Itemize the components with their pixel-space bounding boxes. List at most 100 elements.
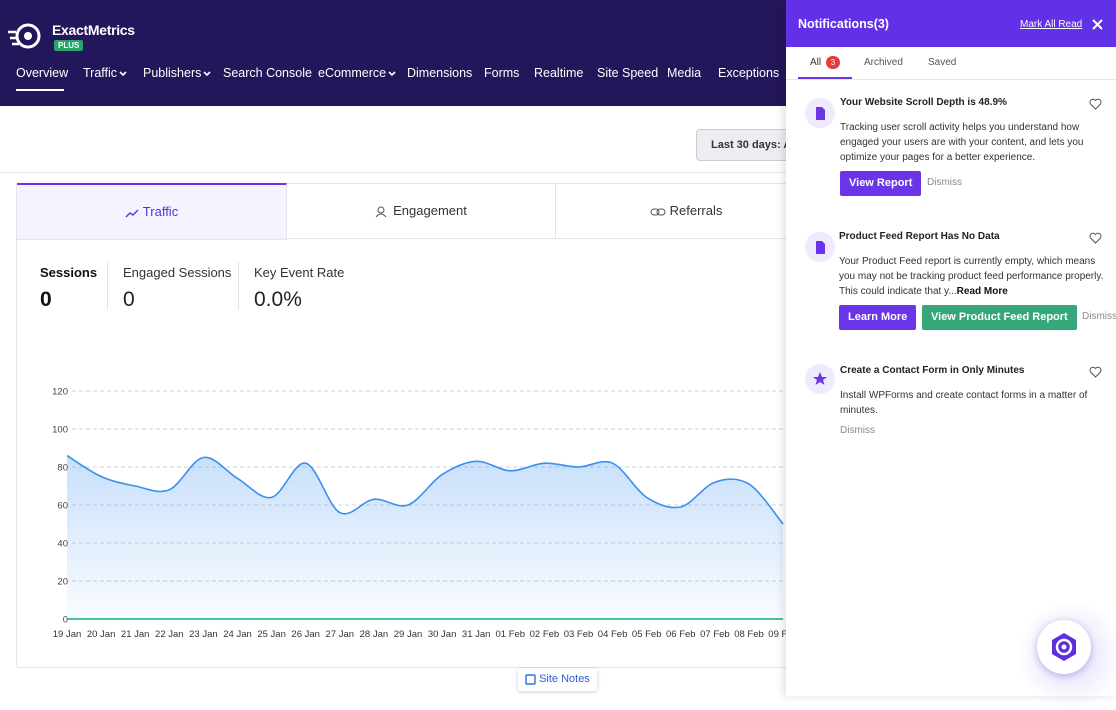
- tab-label: Referrals: [669, 203, 723, 218]
- doc-icon: [816, 107, 825, 120]
- dismiss[interactable]: Dismiss: [840, 425, 875, 436]
- read-more[interactable]: Read More: [956, 286, 1008, 297]
- star-icon: [813, 372, 827, 385]
- x-tick-label: 21 Jan: [121, 629, 150, 640]
- x-tick-label: 07 Feb: [700, 629, 730, 640]
- close-button[interactable]: [1092, 19, 1103, 30]
- tab[interactable]: Engagement: [287, 184, 556, 239]
- x-tick-label: 01 Feb: [496, 629, 526, 640]
- favorite[interactable]: [1089, 98, 1102, 110]
- dismiss[interactable]: Dismiss: [1082, 311, 1116, 322]
- chevron: [388, 71, 396, 76]
- brand: ExactMetrics: [52, 22, 135, 38]
- x-tick-label: 22 Jan: [155, 629, 184, 640]
- x-tick-label: 29 Jan: [394, 629, 423, 640]
- x-tick-label: 03 Feb: [564, 629, 594, 640]
- x-tick-label: 24 Jan: [223, 629, 252, 640]
- notification-title: Product Feed Report Has No Data: [839, 231, 1000, 242]
- y-tick-label: 40: [57, 539, 68, 550]
- dismiss[interactable]: Dismiss: [927, 177, 962, 188]
- count-badge: 3: [826, 56, 840, 69]
- notification-icon: [805, 232, 835, 262]
- button-label: Site Notes: [539, 673, 590, 685]
- x-tick-label: 04 Feb: [598, 629, 628, 640]
- nav-item[interactable]: Traffic: [83, 66, 127, 80]
- notification-body: Install WPForms and create contact forms…: [840, 390, 1088, 416]
- tab-label: Engagement: [393, 203, 467, 218]
- notification-body: Tracking user scroll activity helps you …: [840, 122, 1084, 163]
- notes-icon: [525, 673, 536, 685]
- tab-icon: [650, 208, 666, 216]
- nav-item[interactable]: eCommerce: [318, 66, 396, 80]
- view-feed-button[interactable]: View Product Feed Report: [922, 305, 1077, 330]
- notification-title: Your Website Scroll Depth is 48.9%: [840, 97, 1007, 108]
- logo-icon: [8, 23, 41, 49]
- metric-value: 0: [123, 288, 135, 311]
- favorite[interactable]: [1089, 366, 1102, 378]
- panel-tab[interactable]: Archived: [864, 57, 903, 68]
- nav-item[interactable]: Publishers: [143, 66, 211, 80]
- notification-title: Create a Contact Form in Only Minutes: [840, 365, 1025, 376]
- nav-label: Media: [667, 66, 702, 80]
- chart: 0 20 40 60 80 100 120 19 Jan 20 Jan 21 Jan 22 Jan 2…: [52, 387, 786, 640]
- tab-label: Traffic: [142, 204, 179, 219]
- tab-active[interactable]: Traffic: [17, 183, 287, 240]
- nav-item[interactable]: Forms: [484, 66, 519, 80]
- mark-all-read[interactable]: Mark All Read: [1020, 19, 1083, 30]
- nav-item[interactable]: Realtime: [534, 66, 583, 80]
- x-tick-label: 06 Feb: [666, 629, 696, 640]
- nav-label: Exceptions: [718, 66, 780, 80]
- learn-more-button[interactable]: Learn More: [839, 305, 917, 330]
- x-tick-label: 08 Feb: [734, 629, 764, 640]
- x-tick-label: 31 Jan: [462, 629, 491, 640]
- nav-item[interactable]: Exceptions: [718, 66, 779, 80]
- y-tick-label: 0: [63, 615, 68, 626]
- nav-label: Overview: [16, 66, 69, 80]
- view-report-button[interactable]: View Report: [840, 171, 922, 196]
- nav-item[interactable]: Site Speed: [597, 66, 658, 80]
- panel-title: Notifications(3): [798, 17, 889, 31]
- assistant-icon: [1052, 633, 1076, 661]
- notification-body: Your Product Feed report is currently em…: [839, 256, 1104, 297]
- tab-icon: [125, 209, 139, 218]
- nav-label: Traffic: [83, 66, 118, 80]
- site-notes-button[interactable]: Site Notes: [518, 668, 597, 691]
- notification-body-wrap: Your Product Feed report is currently em…: [839, 254, 1109, 299]
- x-tick-label: 02 Feb: [530, 629, 560, 640]
- nav-label: Site Speed: [597, 66, 659, 80]
- nav-label: Forms: [484, 66, 520, 80]
- active-tab-underline: [798, 77, 852, 79]
- doc-icon: [816, 241, 825, 254]
- nav-item[interactable]: Dimensions: [407, 66, 472, 80]
- nav-item[interactable]: Overview: [16, 66, 68, 80]
- x-tick-label: 20 Jan: [87, 629, 116, 640]
- active-underline: [16, 89, 64, 91]
- panel-tab[interactable]: Saved: [928, 57, 957, 68]
- metric-label: Engaged Sessions: [123, 265, 232, 280]
- panel-tab[interactable]: All: [810, 57, 822, 68]
- y-tick-label: 120: [52, 387, 68, 398]
- area: [67, 455, 784, 619]
- favorite[interactable]: [1089, 232, 1102, 244]
- nav-label: Dimensions: [407, 66, 473, 80]
- nav-label: Realtime: [534, 66, 584, 80]
- panel-header: Notifications(3) Mark All Read: [786, 0, 1116, 47]
- nav-item[interactable]: Media: [667, 66, 701, 80]
- assistant-button[interactable]: [1037, 620, 1091, 674]
- x-tick-label: 26 Jan: [291, 629, 320, 640]
- nav-label: Publishers: [143, 66, 202, 80]
- plan-badge: PLUS: [54, 40, 84, 51]
- nav-item[interactable]: Search Console: [223, 66, 312, 80]
- x-tick-label: 25 Jan: [257, 629, 286, 640]
- y-tick-label: 20: [57, 577, 68, 588]
- x-tick-label: 19 Jan: [53, 629, 82, 640]
- line: [66, 454, 784, 525]
- divider: [786, 79, 1116, 80]
- y-tick-label: 80: [57, 463, 68, 474]
- divider: [0, 172, 786, 173]
- notifications-panel: Notifications(3) Mark All Read All 3 Arc…: [786, 0, 1116, 710]
- notification-icon: [805, 98, 835, 128]
- tab-icon: [375, 206, 387, 217]
- chevron: [203, 71, 211, 76]
